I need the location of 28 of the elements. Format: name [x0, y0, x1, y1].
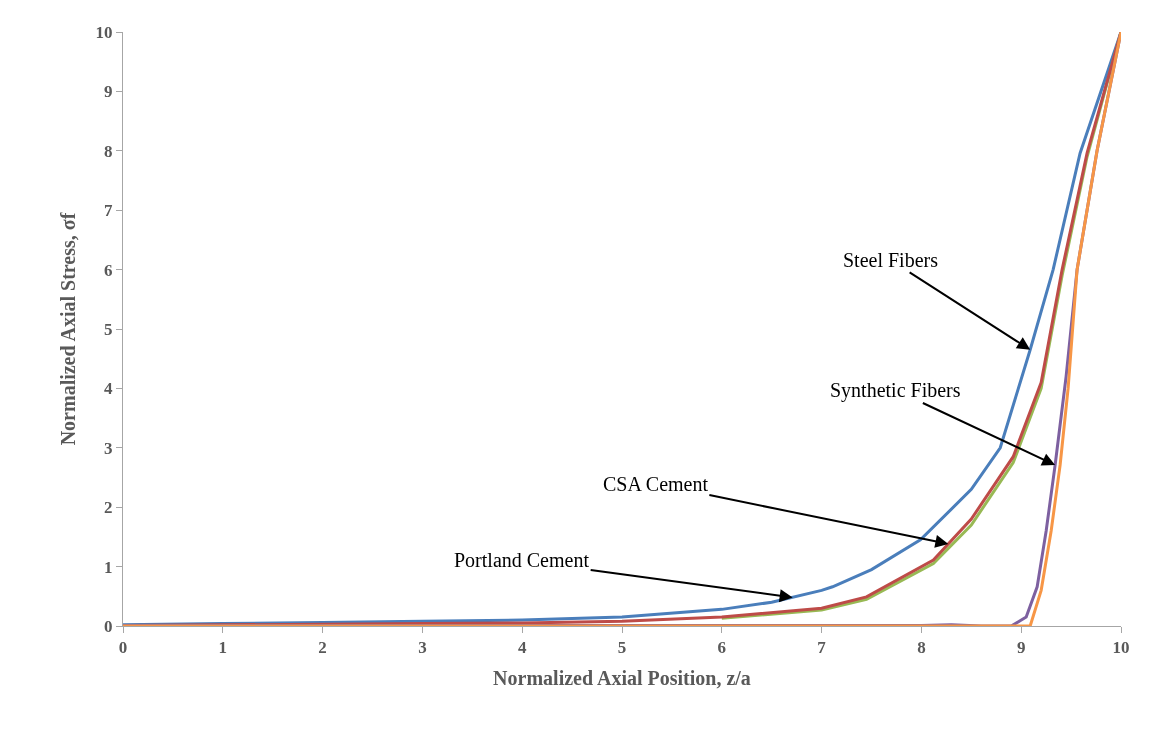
y-tick-label: 7: [104, 201, 114, 221]
x-tick-label: 4: [517, 638, 527, 658]
y-tick-label: 9: [104, 82, 113, 102]
annotation: Portland Cement: [454, 549, 590, 571]
y-tick-label: 8: [104, 141, 113, 161]
annotation: CSA Cement: [603, 473, 709, 495]
y-tick-label: 6: [104, 260, 113, 280]
y-tick-label: 1: [104, 557, 113, 577]
y-tick-label: 2: [104, 498, 113, 518]
x-axis-title: Normalized Axial Position, z/a: [493, 666, 751, 689]
x-tick-label: 1: [218, 638, 228, 658]
y-tick-label: 3: [104, 438, 113, 458]
y-tick-label: 10: [95, 22, 113, 42]
x-tick-label: 8: [917, 638, 926, 658]
y-axis-title: Normalized Axial Stress, σf: [57, 212, 80, 446]
y-tick-label: 5: [104, 319, 113, 339]
x-tick-label: 6: [717, 638, 727, 658]
x-tick-label: 5: [617, 638, 627, 658]
annotation: Steel Fibers: [843, 249, 939, 271]
x-tick-label: 3: [418, 638, 427, 658]
y-tick-label: 0: [104, 616, 113, 636]
y-tick-label: 4: [104, 379, 114, 399]
x-tick-label: 2: [318, 638, 327, 658]
annotation: Synthetic Fibers: [830, 379, 961, 402]
x-tick-label: 9: [1016, 638, 1026, 658]
x-tick-label: 0: [118, 638, 128, 658]
x-tick-label: 10: [1112, 638, 1130, 658]
x-tick-label: 7: [817, 638, 827, 658]
